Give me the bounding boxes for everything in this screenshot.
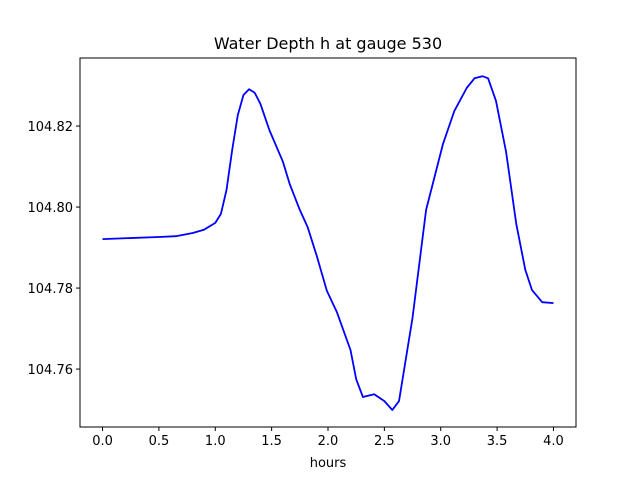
y-tick-label: 104.76 bbox=[28, 363, 74, 378]
x-tick-label: 1.5 bbox=[261, 434, 282, 449]
x-axis-label: hours bbox=[310, 456, 347, 471]
x-tick-label: 0.5 bbox=[149, 434, 170, 449]
x-tick-label: 3.0 bbox=[430, 434, 451, 449]
x-tick-label: 4.0 bbox=[543, 434, 564, 449]
y-tick-label: 104.78 bbox=[28, 282, 74, 297]
axes-frame bbox=[79, 57, 577, 428]
series-line-h bbox=[102, 75, 554, 411]
y-axis: 104.76 104.78 104.80 104.82 bbox=[28, 120, 80, 378]
x-tick-label: 3.5 bbox=[487, 434, 508, 449]
x-tick-label: 0.0 bbox=[92, 434, 113, 449]
y-tick-label: 104.82 bbox=[28, 120, 74, 135]
chart-title: Water Depth h at gauge 530 bbox=[214, 34, 442, 53]
x-tick-label: 2.0 bbox=[318, 434, 339, 449]
plot-area bbox=[102, 75, 554, 411]
x-tick-label: 1.0 bbox=[205, 434, 226, 449]
x-tick-label: 2.5 bbox=[374, 434, 395, 449]
x-axis: 0.0 0.5 1.0 1.5 2.0 2.5 3.0 3.5 4.0 bbox=[92, 427, 564, 449]
y-tick-label: 104.80 bbox=[28, 201, 74, 216]
